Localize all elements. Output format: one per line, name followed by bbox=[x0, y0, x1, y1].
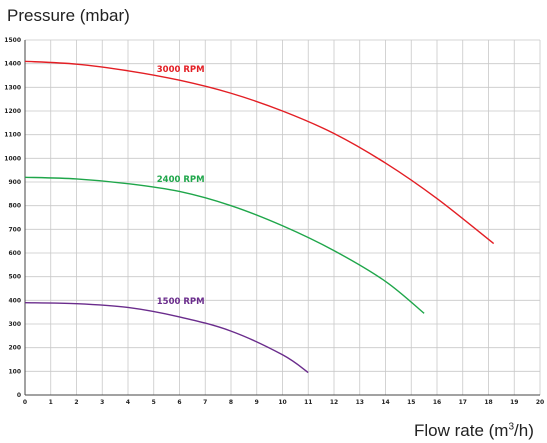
y-tick-label: 100 bbox=[8, 368, 21, 375]
x-tick-label: 2 bbox=[74, 399, 78, 406]
x-tick-label: 15 bbox=[407, 399, 415, 406]
y-tick-label: 200 bbox=[8, 345, 21, 352]
x-axis-title-suffix: /h) bbox=[514, 421, 534, 440]
x-tick-label: 5 bbox=[152, 399, 156, 406]
y-tick-label: 500 bbox=[8, 274, 21, 281]
y-tick-label: 1400 bbox=[4, 61, 21, 68]
x-tick-label: 1 bbox=[49, 399, 53, 406]
y-tick-label: 1000 bbox=[4, 155, 21, 162]
x-tick-label: 19 bbox=[510, 399, 518, 406]
series-line-3000-rpm bbox=[24, 60, 495, 245]
y-tick-label: 1100 bbox=[4, 132, 21, 139]
x-tick-label: 0 bbox=[23, 399, 27, 406]
x-tick-label: 14 bbox=[381, 399, 389, 406]
x-tick-label: 12 bbox=[330, 399, 338, 406]
series-label-3000-rpm: 3000 RPM bbox=[157, 65, 205, 75]
y-tick-label: 700 bbox=[8, 226, 21, 233]
series-label-1500-rpm: 1500 RPM bbox=[157, 297, 205, 307]
x-tick-label: 9 bbox=[255, 399, 259, 406]
y-tick-label: 400 bbox=[8, 297, 21, 304]
x-tick-label: 3 bbox=[100, 399, 104, 406]
x-tick-label: 7 bbox=[203, 399, 207, 406]
x-tick-label: 10 bbox=[278, 399, 286, 406]
x-tick-label: 16 bbox=[433, 399, 441, 406]
y-tick-label: 900 bbox=[8, 179, 21, 186]
y-tick-label: 1300 bbox=[4, 84, 21, 91]
x-axis-title-prefix: Flow rate (m bbox=[414, 421, 509, 440]
x-tick-label: 11 bbox=[304, 399, 312, 406]
y-axis-title: Pressure (mbar) bbox=[7, 6, 130, 25]
x-tick-label: 8 bbox=[229, 399, 233, 406]
x-axis-title: Flow rate (m3/h) bbox=[414, 421, 534, 441]
x-tick-label: 6 bbox=[177, 399, 181, 406]
y-tick-label: 300 bbox=[8, 321, 21, 328]
y-tick-label: 600 bbox=[8, 250, 21, 257]
x-tick-label: 4 bbox=[126, 399, 130, 406]
x-tick-label: 13 bbox=[356, 399, 364, 406]
y-tick-label: 1200 bbox=[4, 108, 21, 115]
y-tick-label: 0 bbox=[17, 392, 21, 399]
x-tick-label: 18 bbox=[484, 399, 492, 406]
series-line-2400-rpm bbox=[24, 176, 425, 314]
x-tick-label: 20 bbox=[536, 399, 544, 406]
series-label-2400-rpm: 2400 RPM bbox=[157, 175, 205, 185]
y-tick-label: 1500 bbox=[4, 37, 21, 44]
y-tick-label: 800 bbox=[8, 203, 21, 210]
series-line-1500-rpm bbox=[24, 302, 309, 374]
x-axis-title-superscript: 3 bbox=[508, 421, 515, 433]
x-tick-label: 17 bbox=[459, 399, 467, 406]
